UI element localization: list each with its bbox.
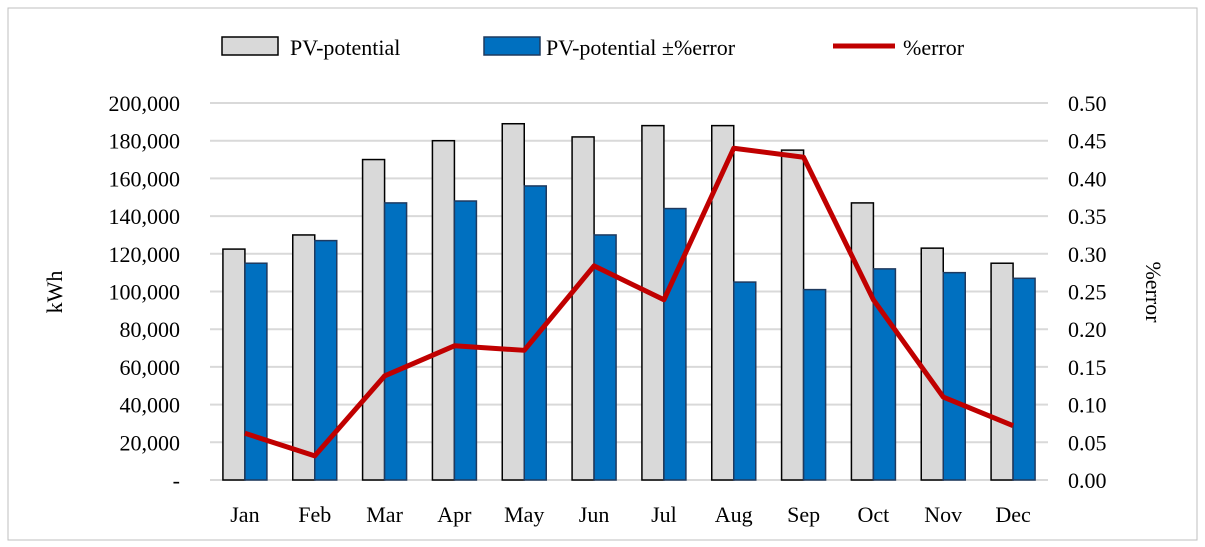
bar-pv-potential-error <box>1012 277 1036 481</box>
bar-pv-potential-error <box>244 262 268 481</box>
y-tick-label: - <box>173 468 180 493</box>
bar-pv-potential-error <box>314 239 338 481</box>
bar-pv-potential <box>222 248 246 481</box>
y2-tick-label: 0.10 <box>1068 393 1107 418</box>
y2-tick-label: 0.45 <box>1068 129 1107 154</box>
y-axis-label: kWh <box>42 271 67 314</box>
bar-pv-potential-error <box>802 288 827 481</box>
x-tick-label: Mar <box>366 502 403 527</box>
bar-pv-potential <box>361 158 386 481</box>
x-tick-label: Sep <box>787 502 820 527</box>
bar-pv-potential-error <box>453 200 478 481</box>
bar-pv-potential <box>850 202 875 481</box>
y2-tick-label: 0.05 <box>1068 430 1107 455</box>
bar-pv-potential-error <box>942 271 966 481</box>
x-tick-label: Apr <box>437 502 472 527</box>
y2-tick-label: 0.00 <box>1068 468 1107 493</box>
x-tick-label: Jan <box>230 502 259 527</box>
line-error <box>244 145 1015 459</box>
y2-axis-label: %error <box>1141 261 1166 323</box>
x-tick-label: Feb <box>298 502 331 527</box>
legend-label-pv-error: PV-potential ±%error <box>546 35 736 60</box>
x-tick-label: Oct <box>858 502 890 527</box>
bar-pv-potential-error <box>593 234 617 481</box>
y2-tick-label: 0.15 <box>1068 355 1107 380</box>
y-tick-label: 200,000 <box>109 91 181 116</box>
y-tick-label: 160,000 <box>109 166 181 191</box>
y2-tick-label: 0.30 <box>1068 242 1107 267</box>
y2-tick-label: 0.50 <box>1068 91 1107 116</box>
y-tick-label: 80,000 <box>120 317 181 342</box>
y-tick-label: 100,000 <box>109 280 181 305</box>
x-tick-label: Jul <box>651 502 677 527</box>
legend-label-error: %error <box>903 35 965 60</box>
y2-tick-label: 0.40 <box>1068 166 1107 191</box>
legend-swatch-pv-potential <box>221 36 279 56</box>
y-tick-label: 20,000 <box>120 430 181 455</box>
x-tick-label: Aug <box>715 502 753 527</box>
x-tick-label: Dec <box>995 502 1031 527</box>
y-tick-label: 60,000 <box>120 355 181 380</box>
bar-pv-potential <box>920 247 944 481</box>
bar-pv-potential <box>711 124 735 481</box>
bar-pv-potential <box>641 124 665 481</box>
bar-pv-potential <box>292 234 316 481</box>
y-tick-label: 120,000 <box>109 242 181 267</box>
bar-pv-potential-error <box>663 207 687 481</box>
legend-label-pv-potential: PV-potential <box>290 35 400 60</box>
bar-pv-potential <box>431 139 456 481</box>
x-tick-label: Nov <box>924 502 962 527</box>
bar-pv-potential-error <box>523 185 547 481</box>
legend-swatch-pv-error <box>483 36 541 56</box>
bar-pv-potential-error <box>383 202 408 481</box>
bar-pv-potential <box>571 136 595 481</box>
legend: PV-potential PV-potential ±%error %error <box>221 35 965 60</box>
y2-tick-label: 0.20 <box>1068 317 1107 342</box>
x-tick-label: May <box>504 502 544 527</box>
y-tick-label: 180,000 <box>109 129 181 154</box>
y2-tick-label: 0.25 <box>1068 280 1107 305</box>
y-tick-label: 140,000 <box>109 204 181 229</box>
bar-pv-potential-error <box>733 281 757 481</box>
y2-tick-label: 0.35 <box>1068 204 1107 229</box>
y-tick-label: 40,000 <box>120 393 181 418</box>
bar-pv-potential <box>780 149 805 481</box>
bar-pv-potential <box>990 262 1014 481</box>
x-tick-label: Jun <box>579 502 610 527</box>
bar-pv-potential <box>501 122 525 481</box>
